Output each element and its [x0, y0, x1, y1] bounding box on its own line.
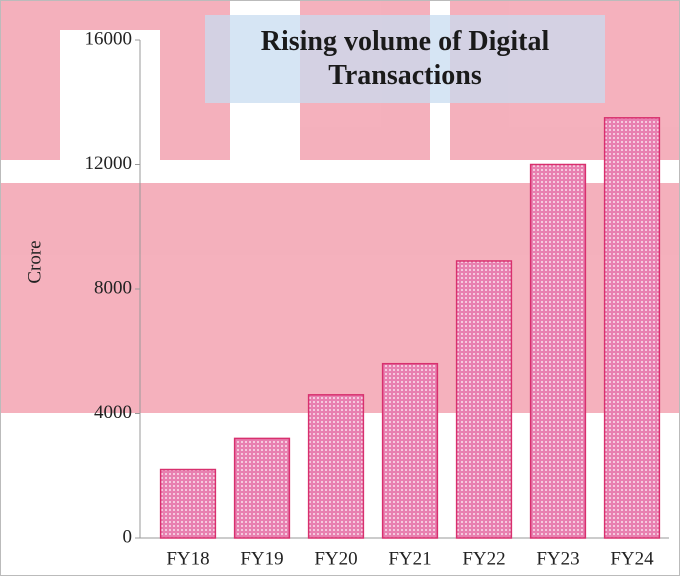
x-tick-label: FY18 [166, 548, 209, 569]
y-tick-label: 0 [123, 526, 133, 547]
y-tick-label: 8000 [94, 277, 132, 298]
chart-title: Rising volume of Digital Transactions [205, 15, 605, 103]
y-axis-label: Crore [24, 240, 45, 283]
x-tick-label: FY22 [462, 548, 505, 569]
bar [381, 362, 439, 539]
bar [455, 260, 513, 539]
x-tick-label: FY20 [314, 548, 357, 569]
y-tick-label: 16000 [85, 28, 133, 49]
bar [529, 163, 587, 539]
bar [307, 394, 365, 539]
x-tick-label: FY24 [610, 548, 654, 569]
x-tick-label: FY19 [240, 548, 283, 569]
y-tick-label: 4000 [94, 402, 132, 423]
x-tick-label: FY21 [388, 548, 431, 569]
bar [603, 117, 661, 539]
x-tick-label: FY23 [536, 548, 579, 569]
bar [159, 468, 217, 539]
bar [233, 437, 291, 539]
y-tick-label: 12000 [85, 153, 133, 174]
